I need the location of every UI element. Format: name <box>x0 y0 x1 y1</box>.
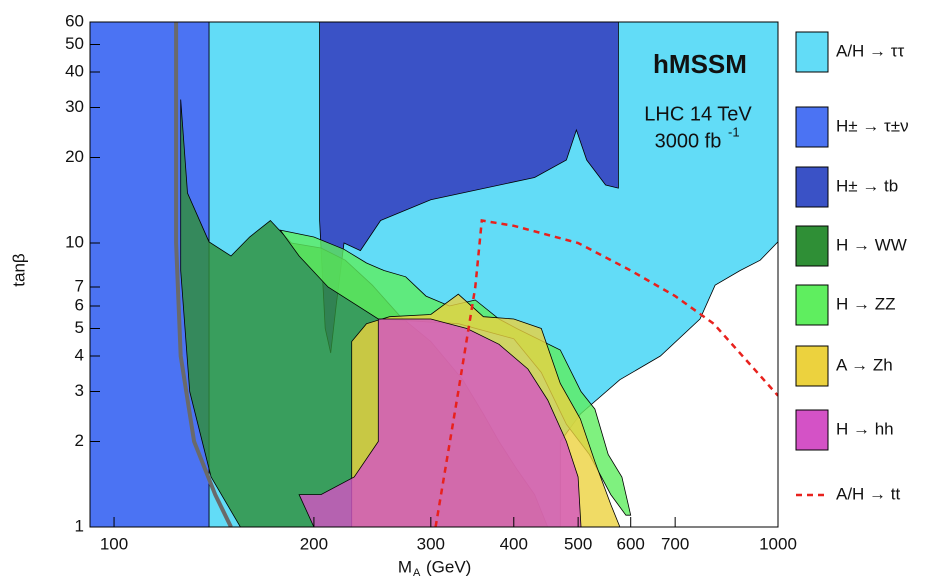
legend-swatch <box>795 225 829 267</box>
x-tick-label: 600 <box>617 534 645 553</box>
x-axis-label-sub: A <box>413 567 421 579</box>
y-tick-label: 1 <box>75 516 84 535</box>
legend-swatch <box>795 106 829 148</box>
y-tick-label: 30 <box>65 97 84 116</box>
region <box>298 318 582 527</box>
x-tick-label: 1000 <box>759 534 797 553</box>
legend-label: H → WW <box>836 235 907 254</box>
x-tick-label: 300 <box>417 534 445 553</box>
y-tick-label: 4 <box>75 345 84 364</box>
x-tick-label: 200 <box>300 534 328 553</box>
y-tick-label: 40 <box>65 61 84 80</box>
legend-swatch <box>795 409 829 451</box>
plot-area <box>90 22 778 527</box>
legend-swatch <box>795 166 829 208</box>
legend-label: H± → tb <box>836 176 898 195</box>
x-axis-label: M <box>398 557 412 576</box>
y-tick-label: 20 <box>65 147 84 166</box>
plot-frame <box>89 21 779 528</box>
y-tick-label: 2 <box>75 431 84 450</box>
annotation: -1 <box>728 124 740 139</box>
x-axis-label-unit: (GeV) <box>426 557 471 576</box>
y-tick-label: 5 <box>75 318 84 337</box>
region <box>90 22 210 527</box>
annotation: hMSSM <box>653 49 747 79</box>
legend-label: A/H → ττ <box>836 41 905 60</box>
series-line <box>434 219 778 527</box>
y-tick-label: 10 <box>65 232 84 251</box>
y-tick-label: 50 <box>65 34 84 53</box>
legend-label: A → Zh <box>836 355 893 374</box>
legend-label: A/H → tt <box>836 484 901 503</box>
x-tick-label: 500 <box>564 534 592 553</box>
y-tick-label: 6 <box>75 295 84 314</box>
y-tick-label: 3 <box>75 381 84 400</box>
x-tick-label: 400 <box>500 534 528 553</box>
legend-label: H± → τ±ν <box>836 116 909 135</box>
legend-swatch <box>795 31 829 73</box>
annotation: 3000 fb <box>655 130 722 152</box>
y-axis-label: tanβ <box>9 253 28 287</box>
legend-label: H → ZZ <box>836 294 896 313</box>
legend-swatch <box>795 345 829 387</box>
boundary-line <box>174 22 233 527</box>
legend-label: H → hh <box>836 419 894 438</box>
y-tick-label: 7 <box>75 276 84 295</box>
annotation: LHC 14 TeV <box>644 103 752 125</box>
x-tick-label: 700 <box>661 534 689 553</box>
x-tick-label: 100 <box>100 534 128 553</box>
y-tick-label: 60 <box>65 11 84 30</box>
legend-swatch <box>795 284 829 326</box>
